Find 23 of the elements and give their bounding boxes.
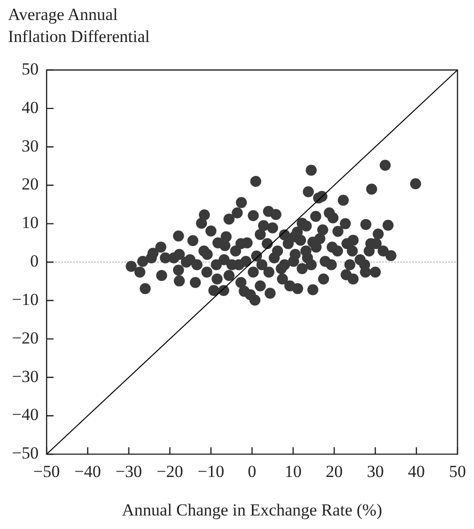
x-tick-label: −10 (198, 462, 224, 481)
x-tick-label: 10 (284, 462, 302, 481)
y-tick-label: −30 (12, 366, 39, 386)
y-tick-label: 0 (30, 252, 39, 271)
x-axis-title: Annual Change in Exchange Rate (%) (122, 500, 382, 520)
x-tick-label: 50 (449, 462, 466, 481)
y-tick-label: 10 (22, 213, 39, 232)
x-tick-label: 0 (248, 462, 256, 481)
y-tick-label: −10 (12, 290, 39, 309)
y-tick-label: 40 (22, 98, 39, 117)
y-axis-title: Average Annual Inflation Differential (8, 4, 151, 48)
x-tick-label: −40 (74, 462, 101, 481)
y-tick-label: 50 (22, 59, 39, 78)
x-tick-label: −30 (115, 462, 142, 481)
x-tick-label: 30 (366, 462, 384, 481)
x-tick-label: −20 (156, 462, 184, 481)
y-tick-label: −20 (12, 328, 39, 348)
y-tick-label: 20 (22, 174, 39, 194)
y-tick-label: 30 (22, 136, 39, 156)
y-tick-label: −40 (12, 405, 39, 424)
x-tick-label: 20 (326, 462, 343, 481)
y-tick-label: −50 (12, 444, 39, 463)
x-tick-label: 40 (408, 462, 425, 481)
